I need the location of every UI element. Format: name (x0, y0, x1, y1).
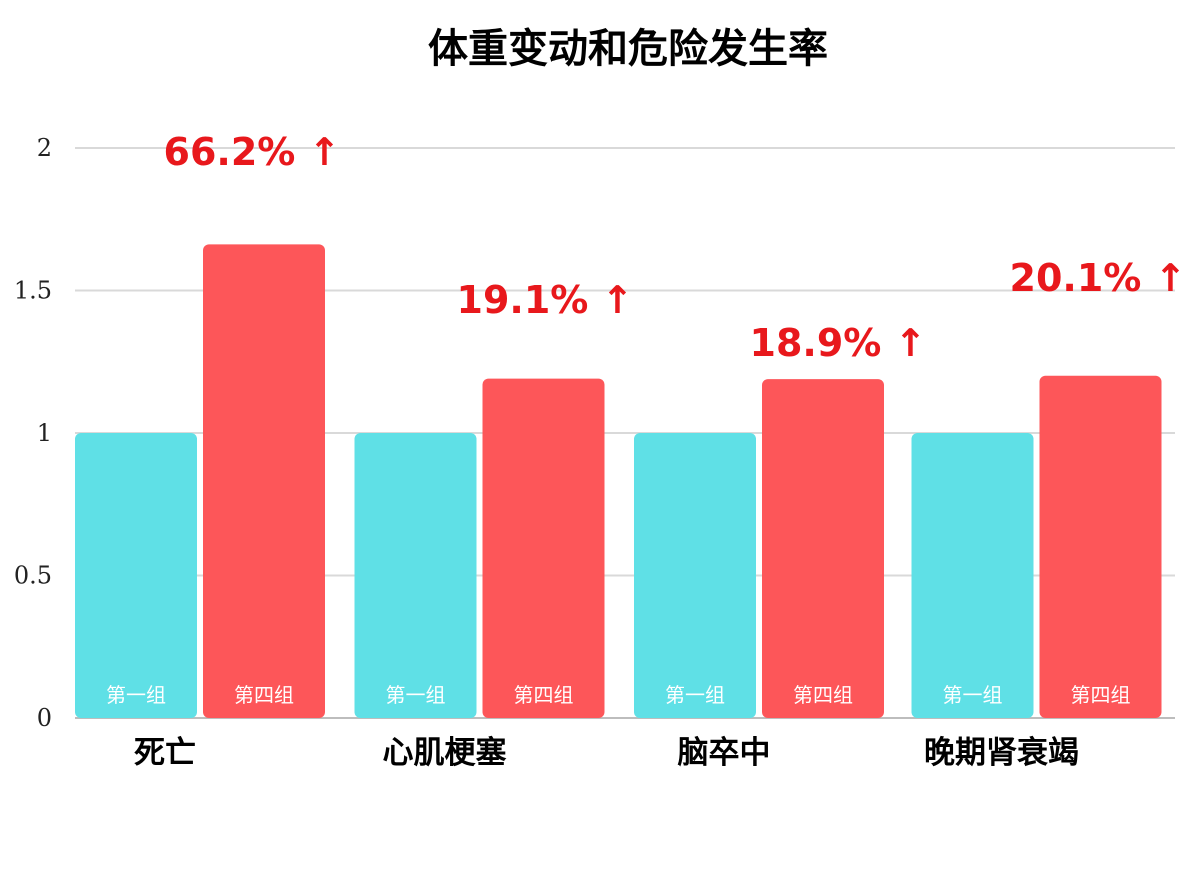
category-label: 心肌梗塞 (383, 735, 507, 771)
bar-group4-3 (1039, 375, 1162, 718)
category-label: 死亡 (134, 735, 196, 771)
increase-annotation: 66.2% ↑ (164, 130, 341, 174)
y-tick-label: 0.5 (14, 562, 52, 590)
bar-group1-1 (354, 433, 477, 718)
increase-annotation: 20.1% ↑ (1010, 256, 1187, 300)
category-label: 脑卒中 (678, 735, 771, 771)
increase-annotation: 18.9% ↑ (750, 321, 927, 365)
series-label: 第一组 (106, 683, 166, 707)
y-tick-label: 1.5 (14, 277, 52, 305)
series-label: 第四组 (234, 683, 294, 707)
y-tick-label: 0 (37, 704, 52, 732)
bar-group4-2 (762, 379, 884, 718)
increase-annotation: 19.1% ↑ (457, 278, 634, 322)
chart-title: 体重变动和危险发生率 (428, 26, 828, 72)
y-tick-label: 1 (37, 419, 52, 447)
series-label: 第一组 (943, 683, 1003, 707)
bar-group4-1 (482, 378, 605, 718)
bar-group1-3 (911, 433, 1034, 718)
bar-group1-2 (634, 433, 756, 718)
bar-group1-0 (75, 433, 197, 718)
y-axis: 0 0.5 1 1.5 2 (14, 134, 52, 732)
series-label: 第一组 (386, 683, 446, 707)
category-label: 晚期肾衰竭 (924, 735, 1079, 771)
series-label: 第四组 (514, 683, 574, 707)
series-label: 第一组 (665, 683, 725, 707)
y-tick-label: 2 (37, 134, 52, 162)
series-label: 第四组 (793, 683, 853, 707)
bar-group4-0 (203, 244, 325, 718)
bars (75, 244, 1162, 718)
series-label: 第四组 (1071, 683, 1131, 707)
